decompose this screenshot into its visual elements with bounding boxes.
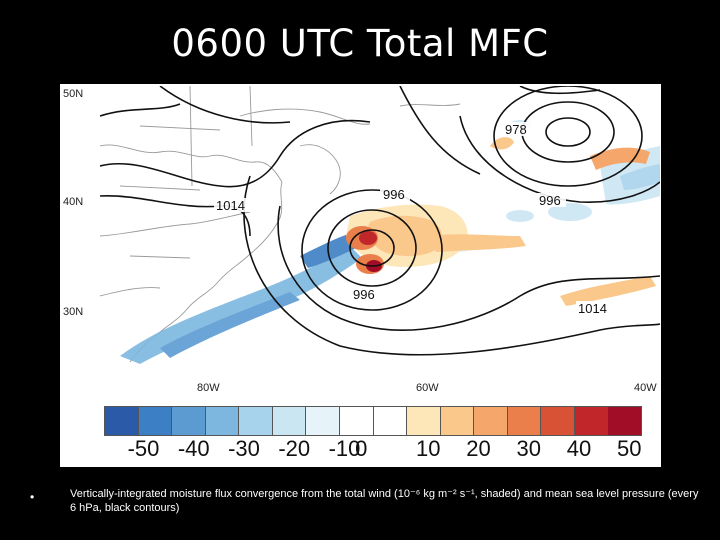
colorbar — [104, 406, 642, 436]
colorbar-tick-label: 20 — [466, 436, 491, 461]
pressure-label: 996 — [353, 287, 375, 302]
colorbar-swatch — [407, 407, 441, 435]
colorbar-tick-label: -40 — [177, 436, 210, 461]
colorbar-tick-label: 0 — [355, 436, 368, 461]
lat-label-50n: 50N — [63, 88, 84, 100]
pressure-label: 978 — [505, 122, 527, 137]
weather-map: 978 996 996 1014 996 1014 — [100, 86, 660, 366]
colorbar-tick-label: -20 — [278, 436, 311, 461]
slide-title: 0600 UTC Total MFC — [171, 22, 549, 65]
colorbar-tick-label: 10 — [416, 436, 441, 461]
colorbar-tick-label: -10 — [328, 436, 361, 461]
colorbar-tick-label: 40 — [566, 436, 592, 461]
lon-label-40w: 40W — [634, 382, 657, 394]
figure-caption: Vertically-integrated moisture flux conv… — [70, 488, 699, 514]
pressure-label: 996 — [539, 193, 561, 208]
colorbar-labels: -50 -40 -30 -20 -10 0 10 20 30 40 50 — [104, 436, 660, 464]
colorbar-swatch — [608, 407, 641, 435]
pressure-label: 1014 — [578, 301, 607, 316]
colorbar-swatch — [507, 407, 542, 435]
colorbar-swatch — [474, 407, 508, 435]
colorbar-swatch — [306, 407, 340, 435]
map-svg: 978 996 996 1014 996 1014 — [100, 86, 660, 364]
colorbar-swatch — [105, 407, 139, 435]
colorbar-swatch — [272, 407, 307, 435]
pressure-labels: 978 996 996 1014 996 1014 — [214, 122, 614, 316]
colorbar-tick-label: -30 — [228, 436, 260, 461]
convergence-shading — [346, 137, 656, 306]
coastlines — [100, 86, 461, 363]
caption-bullet: • — [30, 490, 35, 504]
colorbar-tick-label: 50 — [617, 436, 642, 461]
colorbar-swatch — [574, 407, 609, 435]
colorbar-swatch — [205, 407, 240, 435]
lat-label-30n: 30N — [63, 306, 84, 318]
lat-label-40n: 40N — [63, 196, 84, 208]
colorbar-swatch — [541, 407, 575, 435]
colorbar-swatch — [138, 407, 173, 435]
figure-panel: 50N 40N 30N — [60, 84, 661, 467]
colorbar-swatch — [239, 407, 273, 435]
colorbar-tick-label: -50 — [127, 436, 160, 461]
colorbar-swatch — [373, 407, 408, 435]
lon-label-80w: 80W — [197, 382, 220, 394]
pressure-label: 996 — [383, 187, 405, 202]
lon-label-60w: 60W — [416, 382, 439, 394]
colorbar-swatch — [339, 407, 374, 435]
colorbar-tick-label: 30 — [516, 436, 541, 461]
colorbar-swatch — [440, 407, 475, 435]
pressure-label: 1014 — [216, 198, 245, 213]
colorbar-swatch — [172, 407, 206, 435]
